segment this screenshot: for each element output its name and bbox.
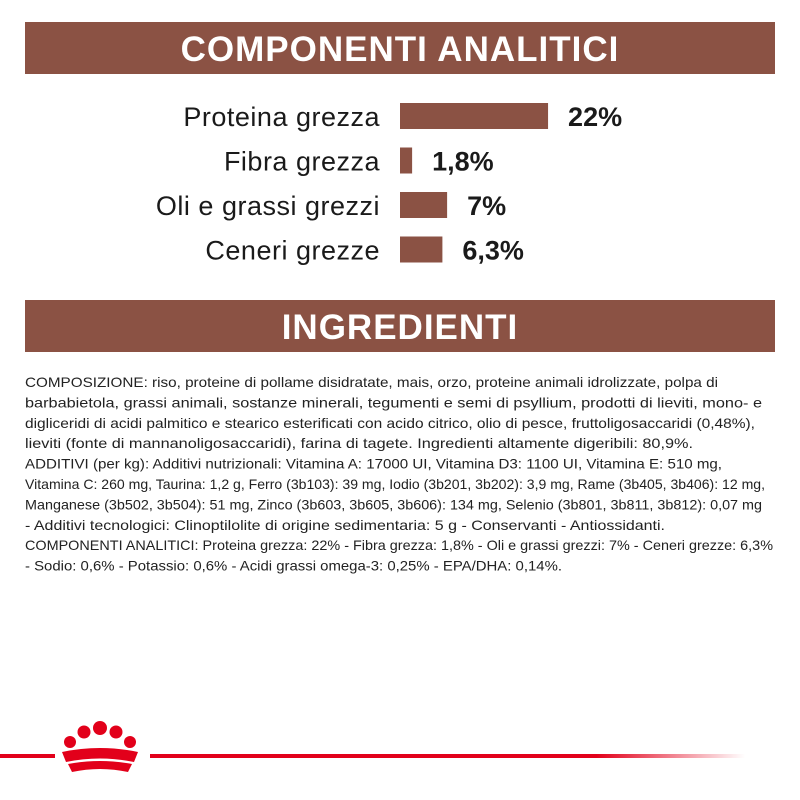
- value-label: 1,8%: [432, 147, 494, 177]
- value-label: 6,3%: [462, 236, 524, 266]
- category-label: Oli e grassi grezzi: [156, 191, 380, 221]
- ingredient-line: lieviti (fonte di mannanoligosaccaridi),…: [25, 435, 693, 451]
- bar: [400, 192, 448, 218]
- banner: [25, 300, 775, 352]
- banner-title: COMPONENTI ANALITICI: [181, 30, 620, 69]
- bar: [400, 103, 549, 129]
- ingredient-line: Manganese (3b502, 3b504): 51 mg, Zinco (…: [25, 496, 762, 512]
- category-label: Fibra grezza: [224, 147, 381, 177]
- banner: [25, 22, 775, 74]
- ingredient-line: barbabietola, grassi animali, sostanze m…: [25, 394, 762, 410]
- category-label: Ceneri grezze: [205, 236, 380, 266]
- banner-title: INGREDIENTI: [282, 308, 519, 347]
- category-label: Proteina grezza: [183, 102, 380, 132]
- ingredient-line: COMPOSIZIONE: riso, proteine di pollame …: [25, 374, 718, 390]
- bar: [400, 147, 413, 174]
- ingredient-line: ADDITIVI (per kg): Additivi nutrizionali…: [25, 456, 722, 472]
- ingredient-line: Vitamina C: 260 mg, Taurina: 1,2 g, Ferr…: [25, 476, 765, 492]
- value-label: 7%: [467, 191, 506, 221]
- value-label: 22%: [568, 102, 622, 132]
- ingredient-line: COMPONENTI ANALITICI: Proteina grezza: 2…: [25, 537, 773, 553]
- logo: [0, 721, 745, 772]
- bar: [400, 236, 443, 263]
- ingredient-line: - Sodio: 0,6% - Potassio: 0,6% - Acidi g…: [25, 558, 562, 574]
- ingredient-line: digliceridi di acidi palmitico e stearic…: [25, 415, 755, 431]
- ingredient-line: - Additivi tecnologici: Clinoptilolite d…: [25, 517, 665, 533]
